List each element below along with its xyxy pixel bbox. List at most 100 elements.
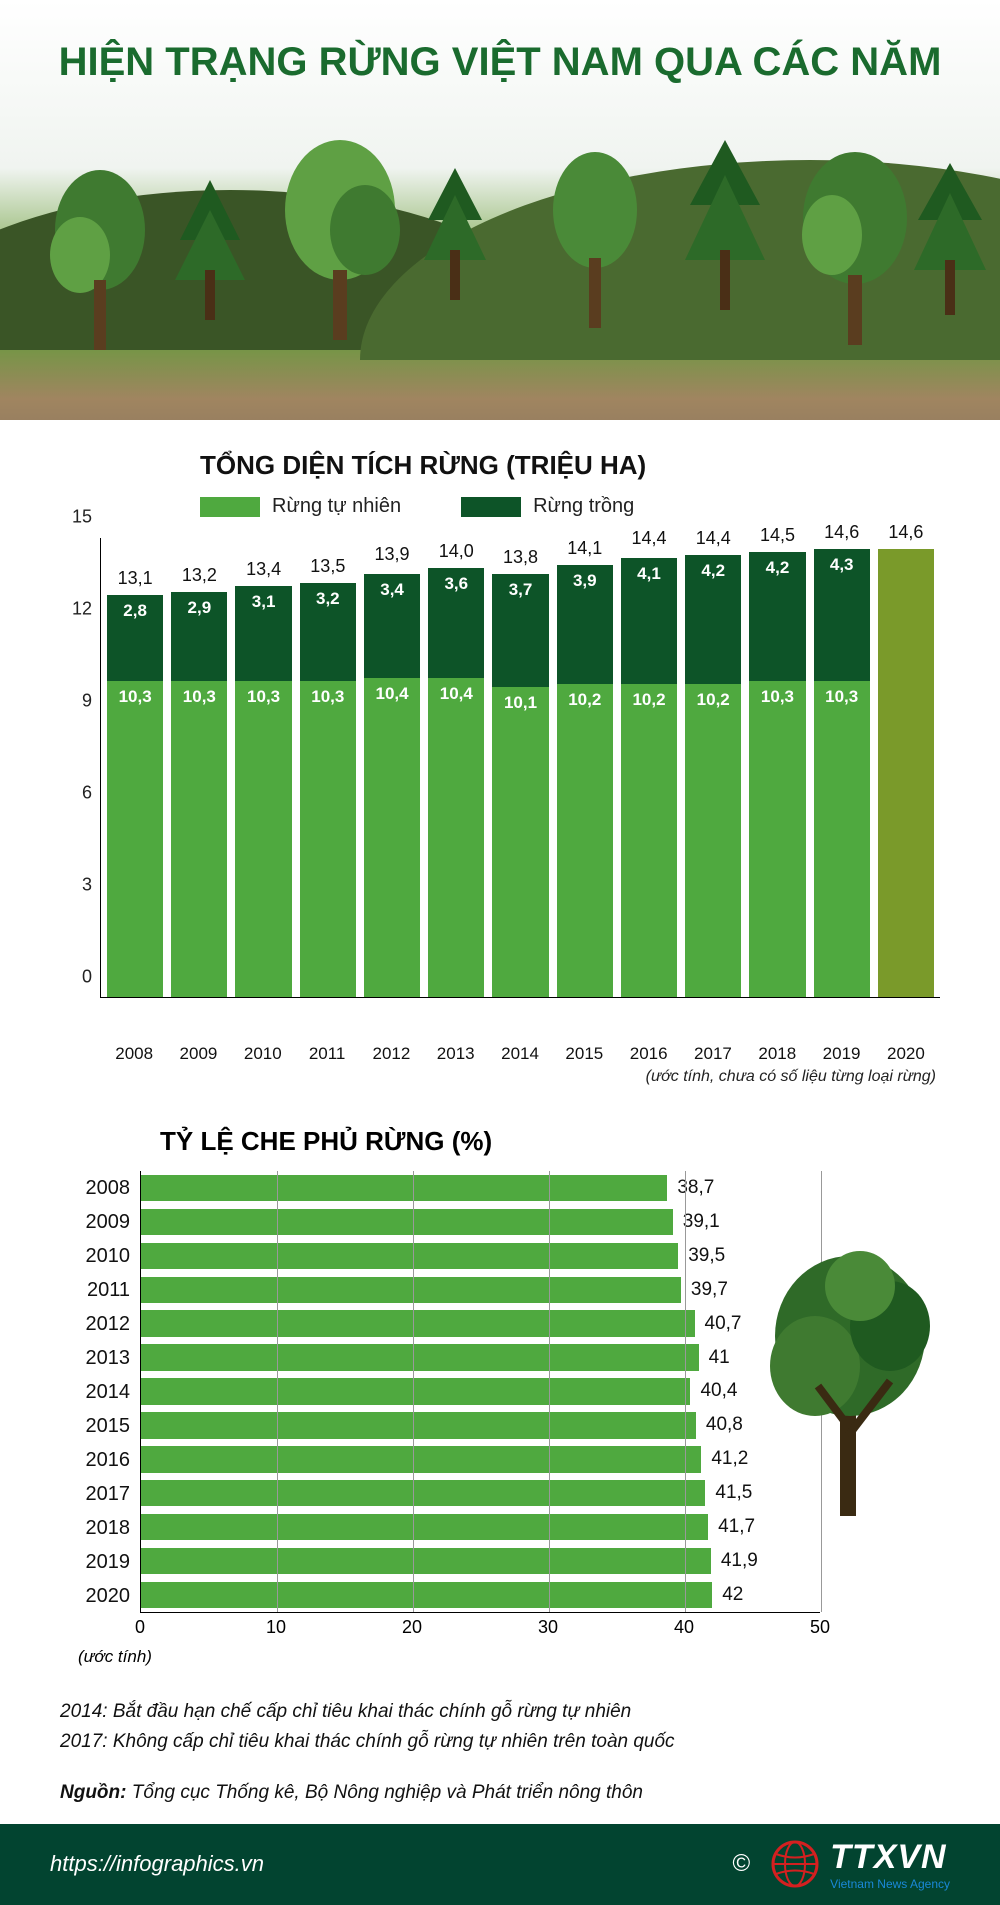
- hbar: 41: [141, 1344, 699, 1370]
- bar-column: 10,32,813,1: [107, 595, 163, 997]
- hx-label: 30: [538, 1617, 558, 1638]
- legend-label: Rừng trồng: [533, 495, 634, 518]
- x-label: 2009: [170, 1044, 226, 1064]
- notes: 2014: Bắt đầu hạn chế cấp chỉ tiêu khai …: [0, 1697, 1000, 1758]
- hx-label: 20: [402, 1617, 422, 1638]
- bar-seg-natural: 10,3: [235, 681, 291, 997]
- y-tick: 12: [72, 599, 92, 620]
- bar-seg-planted: 3,9: [557, 565, 613, 685]
- x-label: 2018: [749, 1044, 805, 1064]
- bar-column: 10,43,614,0: [428, 568, 484, 997]
- hbar-value: 39,5: [688, 1245, 725, 1267]
- hbar: 41,5: [141, 1480, 705, 1506]
- note-line: 2014: Bắt đầu hạn chế cấp chỉ tiêu khai …: [60, 1697, 940, 1727]
- chart2-title: TỶ LỆ CHE PHỦ RỪNG (%): [160, 1126, 940, 1157]
- chart1-footnote: (ước tính, chưa có số liệu từng loại rừn…: [60, 1068, 940, 1086]
- bar-total-label: 14,0: [428, 541, 484, 562]
- bar-seg-natural: 10,3: [171, 681, 227, 997]
- bar-seg-planted: 4,2: [685, 555, 741, 684]
- source-label: Nguồn:: [60, 1782, 126, 1804]
- bar-column: 10,33,213,5: [300, 583, 356, 997]
- grid-line: [685, 1171, 686, 1612]
- hbar-row: 38,7: [141, 1171, 820, 1205]
- x-label: 2015: [556, 1044, 612, 1064]
- hx-label: 50: [810, 1617, 830, 1638]
- bar-seg-natural: 10,1: [492, 687, 548, 997]
- bar-total-label: 13,2: [171, 565, 227, 586]
- chart1-title: TỔNG DIỆN TÍCH RỪNG (TRIỆU HA): [200, 450, 940, 481]
- bar-column: 10,32,913,2: [171, 592, 227, 997]
- hbar-row: 40,8: [141, 1408, 820, 1442]
- tree-icon: [540, 140, 650, 340]
- bar-seg-planted: 4,1: [621, 558, 677, 684]
- chart1-y-axis: 03691215: [60, 538, 100, 998]
- hbar-value: 42: [722, 1584, 743, 1606]
- bar-seg-planted: 3,2: [300, 583, 356, 681]
- hbar-row: 41,9: [141, 1544, 820, 1578]
- hbar-year: 2008: [60, 1171, 140, 1205]
- bar-total-label: 13,4: [235, 559, 291, 580]
- hbar-value: 39,1: [683, 1211, 720, 1233]
- bar-seg-planted: 4,2: [749, 552, 805, 681]
- hbar-year: 2012: [60, 1307, 140, 1341]
- bar-total-label: 14,5: [749, 525, 805, 546]
- tree-icon: [170, 170, 250, 330]
- hbar-value: 41: [709, 1347, 730, 1369]
- hbar: 40,8: [141, 1412, 696, 1438]
- legend-swatch: [461, 497, 521, 517]
- legend-label: Rừng tự nhiên: [272, 495, 401, 518]
- bar-seg-natural: 10,3: [300, 681, 356, 997]
- hbar-year: 2010: [60, 1239, 140, 1273]
- chart2-estimate-note: (ước tính): [78, 1647, 940, 1667]
- chart1-x-axis: 2008200920102011201220132014201520162017…: [60, 1038, 940, 1064]
- x-label: 2012: [363, 1044, 419, 1064]
- page-title: HIỆN TRẠNG RỪNG VIỆT NAM QUA CÁC NĂM: [0, 0, 1000, 85]
- bar-column: 10,24,214,4: [685, 555, 741, 997]
- brand-sub: Vietnam News Agency: [830, 1877, 950, 1891]
- footer: https://infographics.vn © TTXVN Vietnam …: [0, 1824, 1000, 1905]
- bar-total-label: 14,6: [814, 522, 870, 543]
- hbar-row: 39,5: [141, 1239, 820, 1273]
- hbar-value: 40,8: [706, 1414, 743, 1436]
- bar-seg-planted: 2,9: [171, 592, 227, 681]
- tree-icon: [420, 160, 490, 310]
- hbar-row: 41,2: [141, 1442, 820, 1476]
- hbar-value: 40,4: [700, 1380, 737, 1402]
- hbar-row: 40,7: [141, 1307, 820, 1341]
- bar-column: 10,34,314,6: [814, 549, 870, 997]
- hbar-value: 41,9: [721, 1550, 758, 1572]
- hbar: 39,7: [141, 1277, 681, 1303]
- grid-line: [413, 1171, 414, 1612]
- hbar-row: 41,7: [141, 1510, 820, 1544]
- hbar-row: 41: [141, 1341, 820, 1375]
- x-label: 2008: [106, 1044, 162, 1064]
- chart1-bars: 10,32,813,110,32,913,210,33,113,410,33,2…: [101, 538, 940, 997]
- bar-column: 14,6: [878, 549, 934, 997]
- hbar-row: 42: [141, 1578, 820, 1612]
- x-label: 2020: [878, 1044, 934, 1064]
- chart1-plot: 10,32,813,110,32,913,210,33,113,410,33,2…: [100, 538, 940, 998]
- hbar-year: 2015: [60, 1409, 140, 1443]
- hbar-year: 2016: [60, 1443, 140, 1477]
- chart2-y-axis: 2008200920102011201220132014201520162017…: [60, 1171, 140, 1613]
- hbar-year: 2009: [60, 1205, 140, 1239]
- bar-seg-natural: 10,4: [364, 678, 420, 997]
- legend-item: Rừng tự nhiên: [200, 495, 401, 518]
- bar-seg-natural: 10,2: [621, 684, 677, 997]
- hbar-value: 38,7: [677, 1177, 714, 1199]
- hbar-year: 2019: [60, 1545, 140, 1579]
- tree-icon: [910, 155, 990, 325]
- footer-url: https://infographics.vn: [50, 1851, 264, 1877]
- hbar: 39,1: [141, 1209, 673, 1235]
- bar-total-label: 14,1: [557, 538, 613, 559]
- y-tick: 3: [82, 875, 92, 896]
- x-label: 2019: [813, 1044, 869, 1064]
- legend-swatch: [200, 497, 260, 517]
- hbar-row: 40,4: [141, 1375, 820, 1409]
- bar-column: 10,24,114,4: [621, 558, 677, 997]
- source: Nguồn: Tổng cục Thống kê, Bộ Nông nghiệp…: [0, 1772, 1000, 1814]
- hbar-value: 39,7: [691, 1279, 728, 1301]
- legend-item: Rừng trồng: [461, 495, 634, 518]
- bar-total-label: 14,4: [621, 528, 677, 549]
- hbar-year: 2020: [60, 1579, 140, 1613]
